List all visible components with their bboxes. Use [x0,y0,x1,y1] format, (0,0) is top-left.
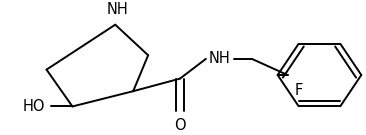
Text: O: O [174,118,186,133]
Text: HO: HO [23,99,45,114]
Text: NH: NH [107,2,128,18]
Text: NH: NH [209,51,231,66]
Text: F: F [294,83,303,98]
